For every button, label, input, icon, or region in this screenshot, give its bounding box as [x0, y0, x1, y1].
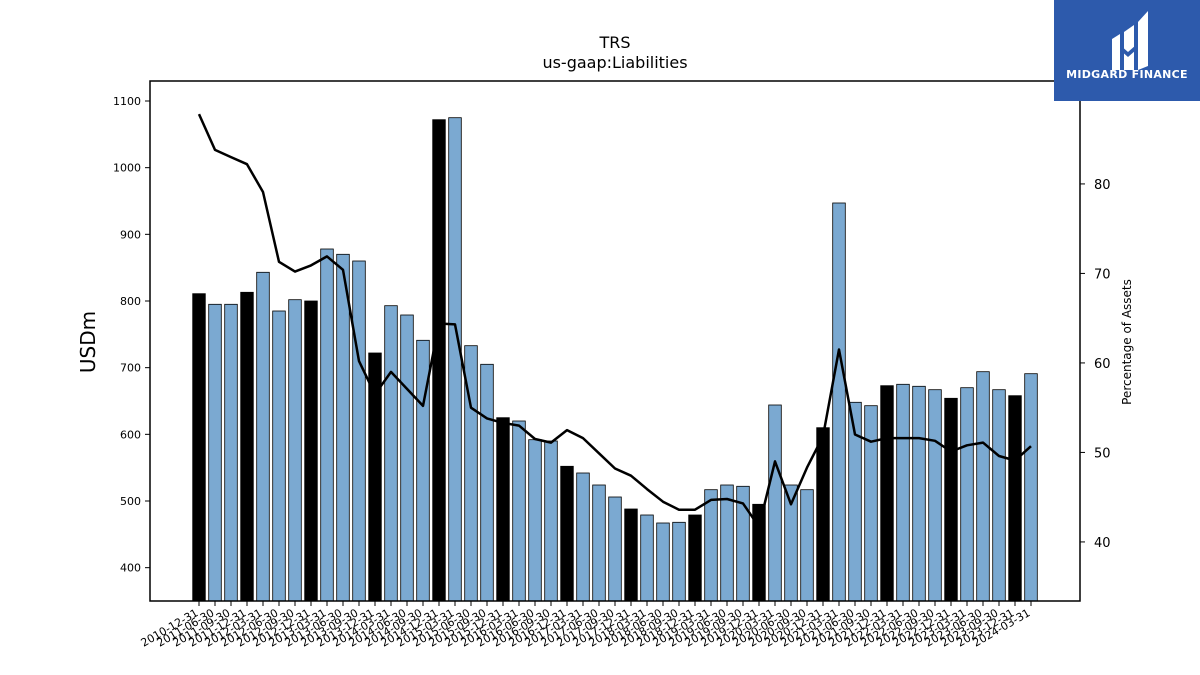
series-line-percentage [197, 113, 1032, 528]
bar [224, 303, 238, 602]
logo-mark-icon [1112, 11, 1148, 70]
bar [320, 248, 334, 602]
bar [528, 439, 542, 602]
bar [928, 389, 942, 602]
y2-tick-label: 40 [1094, 536, 1111, 551]
bar [544, 440, 558, 602]
bar [336, 253, 350, 602]
y-tick-label: 400 [120, 562, 141, 575]
bar [704, 489, 718, 602]
bar [880, 385, 894, 602]
bar [1024, 373, 1038, 602]
y-tick-label: 500 [120, 495, 141, 508]
bar [720, 484, 734, 602]
bar [624, 508, 638, 602]
logo: MIDGARD FINANCE [1054, 0, 1200, 101]
bar [960, 387, 974, 602]
y-tick-label: 1100 [113, 95, 141, 108]
bar [800, 489, 814, 602]
bar [512, 420, 526, 602]
y2-tick-label: 80 [1094, 178, 1111, 193]
bar [192, 293, 206, 602]
y-tick-label: 700 [120, 362, 141, 375]
y2-tick-label: 70 [1094, 267, 1111, 282]
y-axis-label: USDm [76, 311, 100, 373]
bar [432, 119, 446, 602]
bar [896, 383, 910, 602]
bar [304, 300, 318, 602]
y-tick-label: 1000 [113, 162, 141, 175]
bar [912, 385, 926, 602]
y2-tick-label: 60 [1094, 357, 1111, 372]
y-tick-label: 800 [120, 295, 141, 308]
bar [944, 397, 958, 602]
bar [976, 371, 990, 602]
bar [480, 363, 494, 602]
bar [240, 291, 254, 602]
bar [672, 521, 686, 602]
bar [864, 405, 878, 602]
bar [400, 314, 414, 602]
bar [448, 117, 462, 602]
bar [1008, 395, 1022, 602]
bar [992, 389, 1006, 602]
bar [496, 417, 510, 602]
bar [560, 465, 574, 602]
plot-area: 4005006007008009001000110040506070802010… [113, 80, 1111, 650]
bar [608, 496, 622, 602]
y2-tick-label: 50 [1094, 446, 1111, 461]
bar [688, 514, 702, 602]
logo-text: MIDGARD FINANCE [1066, 68, 1188, 81]
bar [832, 202, 846, 602]
bar [384, 305, 398, 602]
chart-title: TRS [598, 33, 630, 52]
bar [816, 427, 830, 602]
bar [656, 522, 670, 602]
y2-axis-label: Percentage of Assets [1120, 279, 1134, 405]
bar [352, 260, 366, 602]
bar [288, 299, 302, 602]
bar [768, 404, 782, 602]
bar [272, 310, 286, 602]
bar [576, 472, 590, 602]
y-tick-label: 600 [120, 428, 141, 441]
bar [208, 303, 222, 602]
bar [256, 271, 270, 602]
bar [640, 514, 654, 602]
y-tick-label: 900 [120, 228, 141, 241]
bar [592, 484, 606, 602]
chart-subtitle: us-gaap:Liabilities [542, 53, 687, 72]
